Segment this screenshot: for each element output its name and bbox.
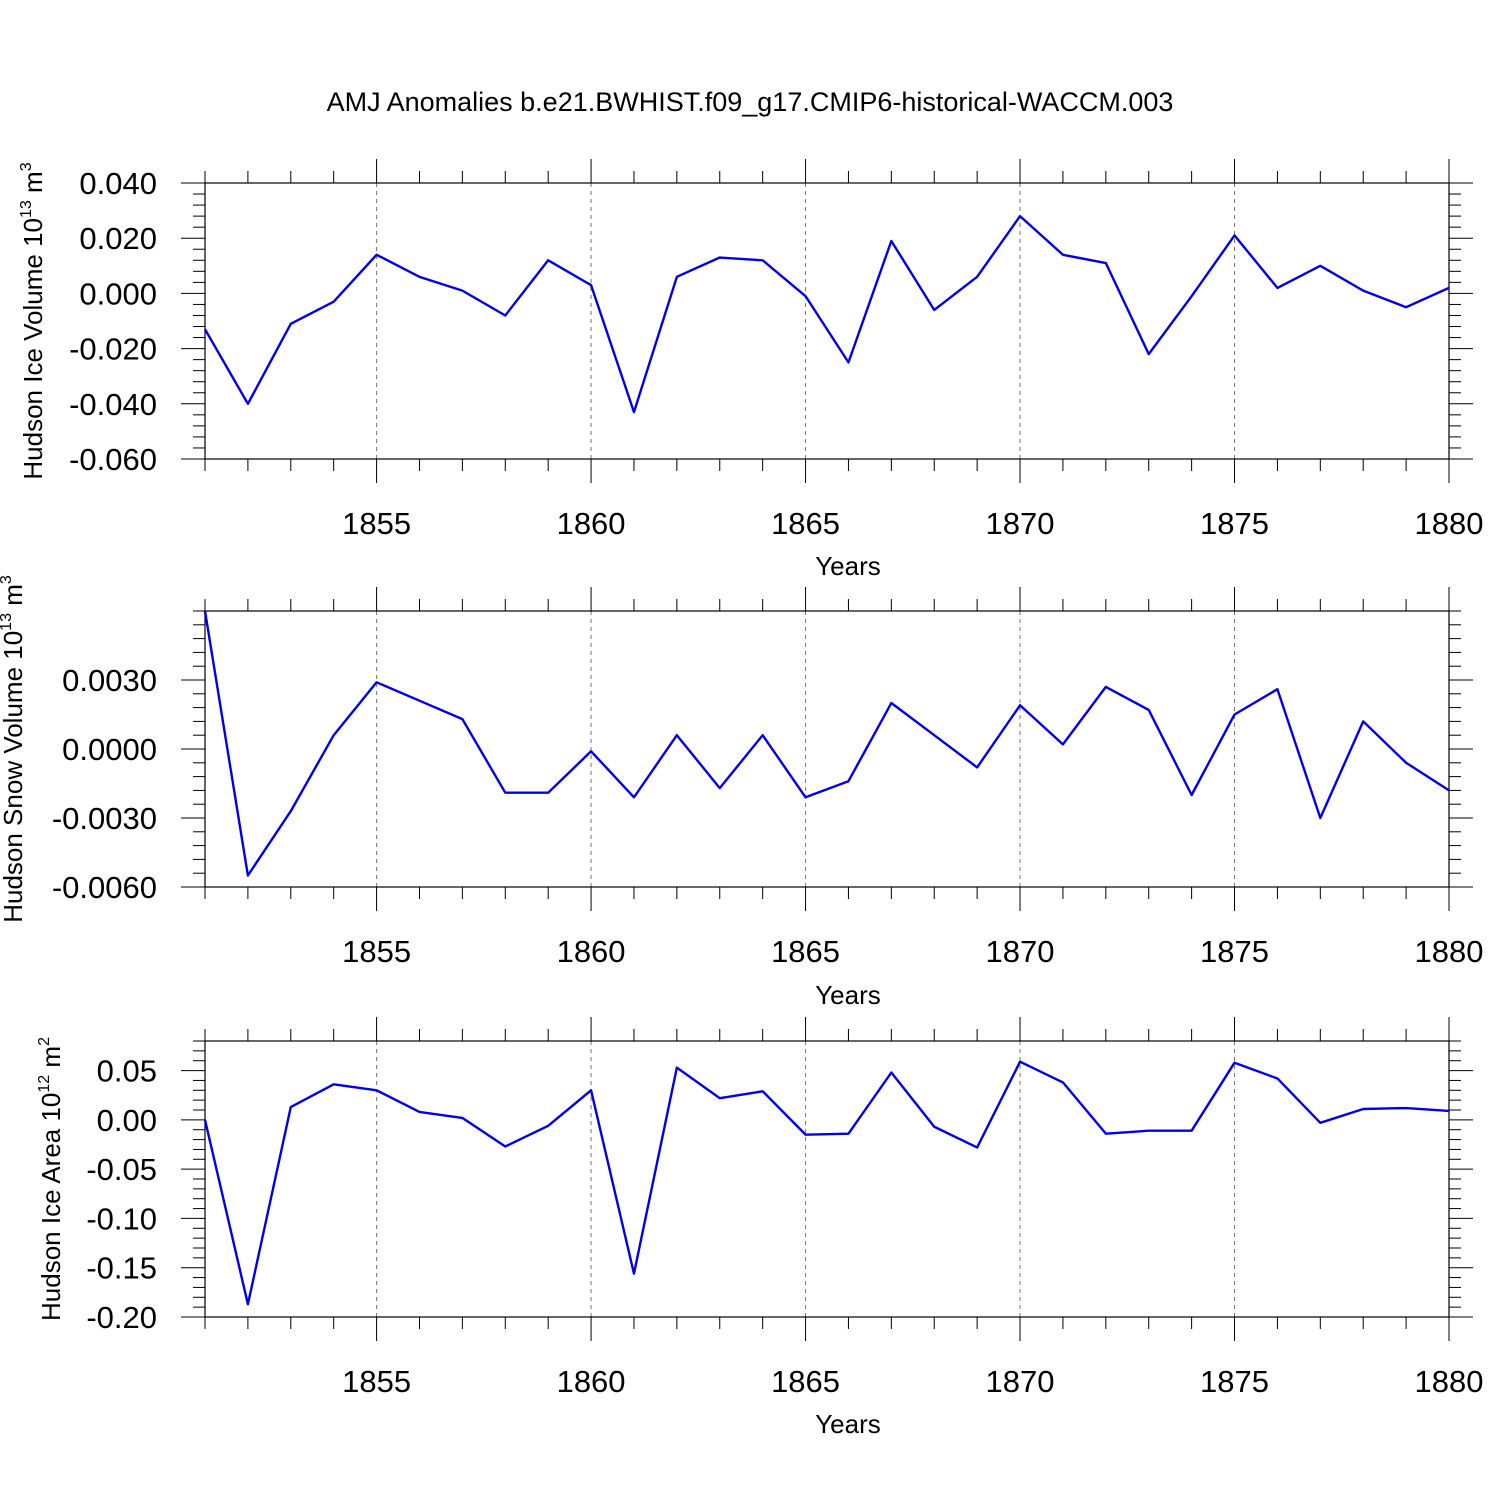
y-tick-label: -0.0060 [52, 870, 157, 905]
x-tick-label: 1870 [986, 506, 1055, 541]
y-tick-label: -0.0030 [52, 801, 157, 836]
x-axis-title: Years [815, 980, 881, 1010]
y-axis-title: Hudson Snow Volume 1013 m3 [0, 575, 28, 923]
x-tick-label: 1880 [1415, 934, 1484, 969]
y-tick-label: -0.20 [86, 1300, 157, 1335]
x-axis-title: Years [815, 1409, 881, 1439]
y-tick-label: 0.05 [97, 1054, 157, 1089]
x-tick-label: 1865 [771, 506, 840, 541]
series-line [203, 610, 1450, 877]
panel-3: 1855 1860 1865 1870 1875 1880 -0.20 -0.15 -0.10 -… [36, 1017, 1483, 1439]
x-axis-title: Years [815, 551, 881, 581]
panel-2: 1855 1860 1865 1870 1875 1880 -0.0060 -0.0030 0.… [0, 575, 1483, 1010]
plot-frame [204, 610, 1450, 888]
y-tick-label: -0.15 [86, 1251, 157, 1286]
x-tick-label: 1855 [342, 506, 411, 541]
y-tick-label: 0.040 [79, 166, 157, 201]
y-tick-label: -0.060 [69, 442, 157, 477]
x-tick-label: 1860 [557, 934, 626, 969]
y-tick-label: 0.00 [97, 1103, 157, 1138]
y-tick-label: 0.000 [79, 276, 157, 311]
y-tick-label: -0.040 [69, 387, 157, 422]
y-tick-label: -0.020 [69, 332, 157, 367]
x-tick-label: 1880 [1415, 1364, 1484, 1399]
plot-frame [204, 1040, 1450, 1318]
x-tick-label: 1875 [1200, 934, 1269, 969]
y-tick-label: -0.10 [86, 1201, 157, 1236]
panel-1: 1855 1860 1865 1870 1875 1880 -0.060 -0.040 -0.0… [18, 159, 1483, 581]
plot-frame [204, 182, 1450, 460]
x-tick-label: 1855 [342, 1364, 411, 1399]
x-tick-label: 1860 [557, 506, 626, 541]
x-tick-label: 1865 [771, 1364, 840, 1399]
x-tick-label: 1860 [557, 1364, 626, 1399]
y-axis-title: Hudson Ice Volume 1013 m3 [18, 162, 48, 479]
x-tick-label: 1870 [986, 934, 1055, 969]
y-tick-label: -0.05 [86, 1152, 157, 1187]
y-tick-label: 0.020 [79, 221, 157, 256]
x-tick-label: 1865 [771, 934, 840, 969]
y-tick-label: 0.0000 [62, 732, 157, 767]
y-axis-title: Hudson Ice Area 1012 m2 [36, 1037, 66, 1321]
x-tick-label: 1875 [1200, 506, 1269, 541]
chart-title: AMJ Anomalies b.e21.BWHIST.f09_g17.CMIP6… [327, 87, 1174, 117]
x-tick-label: 1870 [986, 1364, 1055, 1399]
series-line [203, 214, 1450, 414]
x-tick-label: 1875 [1200, 1364, 1269, 1399]
series-line [203, 1060, 1450, 1306]
y-tick-label: 0.0030 [62, 663, 157, 698]
x-tick-label: 1880 [1415, 506, 1484, 541]
x-tick-label: 1855 [342, 934, 411, 969]
